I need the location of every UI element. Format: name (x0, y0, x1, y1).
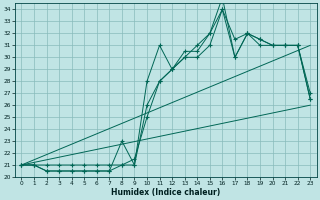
X-axis label: Humidex (Indice chaleur): Humidex (Indice chaleur) (111, 188, 220, 197)
